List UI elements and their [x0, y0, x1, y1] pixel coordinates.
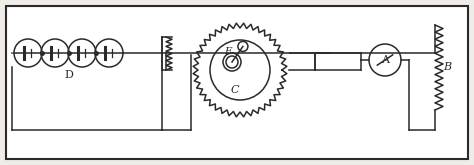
Text: B: B: [443, 63, 451, 72]
Text: D: D: [64, 70, 73, 80]
Text: A: A: [381, 55, 389, 65]
FancyBboxPatch shape: [6, 6, 468, 159]
Text: E: E: [224, 48, 232, 56]
Text: C: C: [231, 85, 239, 95]
